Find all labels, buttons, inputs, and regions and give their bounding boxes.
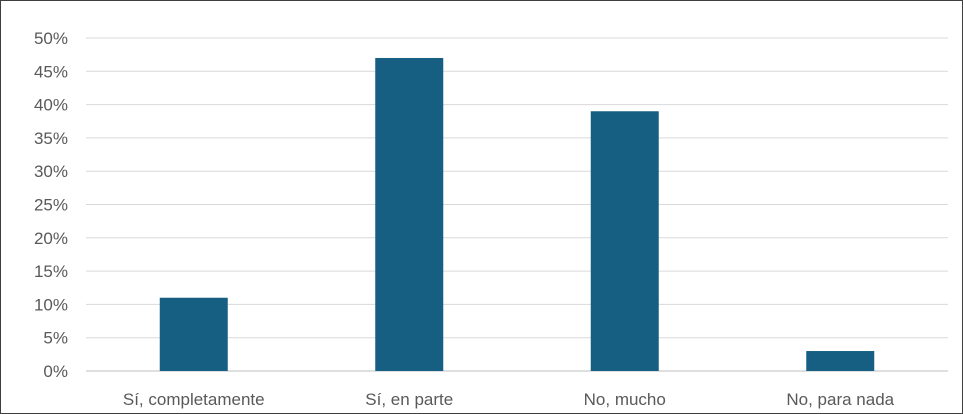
- y-tick-label: 5%: [43, 329, 68, 348]
- y-axis-ticks: 0% 5% 10% 15% 20% 25% 30% 35% 40% 45% 50%: [34, 29, 68, 381]
- bar: [590, 111, 659, 371]
- x-axis-categories: Sí, completamente Sí, en parte No, mucho No…: [123, 390, 895, 409]
- y-tick-label: 25%: [34, 196, 68, 215]
- bar: [159, 297, 228, 371]
- x-category-label: Sí, completamente: [123, 390, 265, 409]
- bar: [806, 351, 875, 371]
- y-tick-label: 20%: [34, 229, 68, 248]
- y-tick-label: 35%: [34, 129, 68, 148]
- x-category-label: Sí, en parte: [365, 390, 453, 409]
- bars: [159, 57, 875, 371]
- gridlines: [86, 37, 948, 372]
- x-category-label: No, para nada: [786, 390, 894, 409]
- bar: [375, 57, 444, 371]
- x-category-label: No, mucho: [584, 390, 666, 409]
- y-tick-label: 10%: [34, 295, 68, 314]
- y-tick-label: 0%: [43, 362, 68, 381]
- y-tick-label: 45%: [34, 62, 68, 81]
- y-tick-label: 30%: [34, 162, 68, 181]
- y-tick-label: 50%: [34, 29, 68, 48]
- y-tick-label: 15%: [34, 262, 68, 281]
- y-tick-label: 40%: [34, 96, 68, 115]
